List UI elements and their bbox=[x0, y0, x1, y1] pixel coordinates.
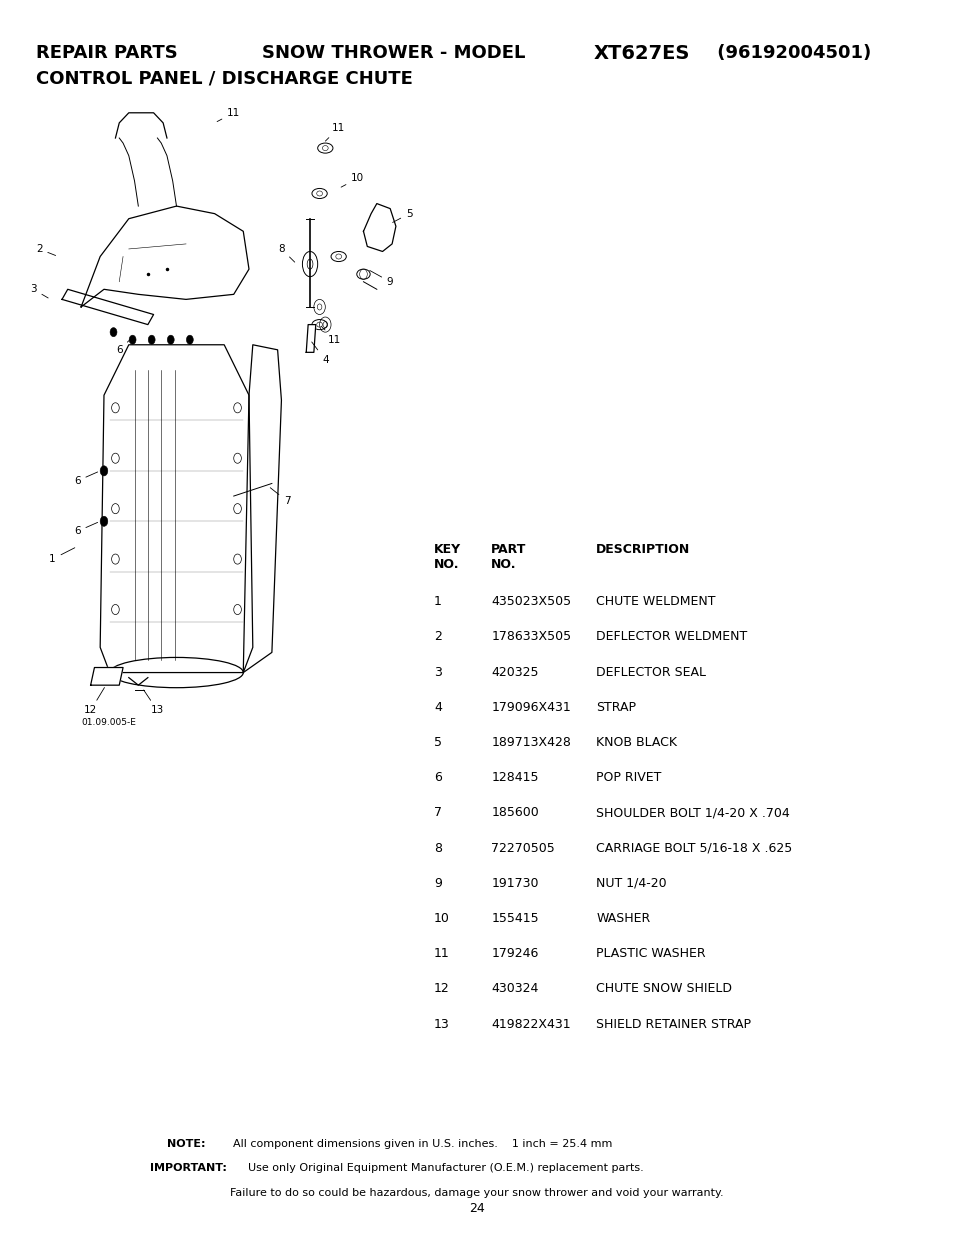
Text: 1: 1 bbox=[50, 548, 74, 564]
Text: 2: 2 bbox=[36, 245, 55, 256]
Text: 6: 6 bbox=[434, 771, 441, 784]
Text: 24: 24 bbox=[469, 1202, 484, 1215]
Text: 191730: 191730 bbox=[491, 877, 538, 890]
Text: XT627ES: XT627ES bbox=[593, 44, 689, 63]
Circle shape bbox=[186, 335, 193, 345]
Text: 11: 11 bbox=[217, 107, 240, 121]
Circle shape bbox=[100, 516, 108, 526]
Text: 11: 11 bbox=[321, 326, 341, 345]
Text: IMPORTANT:: IMPORTANT: bbox=[150, 1163, 227, 1173]
Text: 155415: 155415 bbox=[491, 911, 538, 925]
Text: DEFLECTOR SEAL: DEFLECTOR SEAL bbox=[596, 666, 705, 679]
Text: SNOW THROWER - MODEL: SNOW THROWER - MODEL bbox=[262, 44, 532, 63]
Text: 7: 7 bbox=[434, 806, 441, 820]
Text: Use only Original Equipment Manufacturer (O.E.M.) replacement parts.: Use only Original Equipment Manufacturer… bbox=[241, 1163, 643, 1173]
Polygon shape bbox=[306, 325, 315, 352]
Text: 4: 4 bbox=[434, 701, 441, 714]
Text: NOTE:: NOTE: bbox=[167, 1139, 205, 1149]
Text: CHUTE SNOW SHIELD: CHUTE SNOW SHIELD bbox=[596, 983, 732, 995]
Circle shape bbox=[110, 327, 117, 337]
Text: 6: 6 bbox=[74, 522, 97, 536]
Text: 128415: 128415 bbox=[491, 771, 538, 784]
Polygon shape bbox=[62, 289, 153, 325]
Text: (96192004501): (96192004501) bbox=[710, 44, 870, 63]
Polygon shape bbox=[91, 667, 123, 685]
Text: 9: 9 bbox=[370, 270, 393, 287]
Text: 12: 12 bbox=[84, 688, 104, 715]
Text: 01.09.005-E: 01.09.005-E bbox=[81, 718, 136, 727]
Text: CONTROL PANEL / DISCHARGE CHUTE: CONTROL PANEL / DISCHARGE CHUTE bbox=[36, 69, 413, 88]
Text: 5: 5 bbox=[393, 209, 412, 222]
Text: 5: 5 bbox=[434, 736, 441, 750]
Text: 72270505: 72270505 bbox=[491, 842, 555, 855]
Polygon shape bbox=[81, 206, 249, 308]
Text: 13: 13 bbox=[144, 690, 164, 715]
Text: 10: 10 bbox=[341, 173, 364, 188]
Circle shape bbox=[129, 335, 136, 345]
Text: KNOB BLACK: KNOB BLACK bbox=[596, 736, 677, 750]
Text: 178633X505: 178633X505 bbox=[491, 630, 571, 643]
Text: 179096X431: 179096X431 bbox=[491, 701, 571, 714]
Text: DEFLECTOR WELDMENT: DEFLECTOR WELDMENT bbox=[596, 630, 747, 643]
Text: 8: 8 bbox=[434, 842, 441, 855]
Text: 3: 3 bbox=[30, 284, 48, 298]
Circle shape bbox=[167, 335, 174, 345]
Text: 4: 4 bbox=[312, 342, 328, 364]
Text: 1: 1 bbox=[434, 595, 441, 609]
Text: 185600: 185600 bbox=[491, 806, 538, 820]
Circle shape bbox=[100, 466, 108, 475]
Text: 13: 13 bbox=[434, 1018, 450, 1031]
Text: 6: 6 bbox=[74, 472, 97, 485]
Text: STRAP: STRAP bbox=[596, 701, 636, 714]
Text: 6: 6 bbox=[116, 340, 131, 354]
Text: All component dimensions given in U.S. inches.    1 inch = 25.4 mm: All component dimensions given in U.S. i… bbox=[226, 1139, 612, 1149]
Text: 2: 2 bbox=[434, 630, 441, 643]
Text: KEY
NO.: KEY NO. bbox=[434, 543, 460, 572]
Text: 7: 7 bbox=[270, 488, 290, 506]
Text: 8: 8 bbox=[278, 245, 294, 262]
Text: PLASTIC WASHER: PLASTIC WASHER bbox=[596, 947, 705, 961]
Text: Failure to do so could be hazardous, damage your snow thrower and void your warr: Failure to do so could be hazardous, dam… bbox=[230, 1188, 723, 1198]
Text: 11: 11 bbox=[434, 947, 450, 961]
Text: SHIELD RETAINER STRAP: SHIELD RETAINER STRAP bbox=[596, 1018, 750, 1031]
Text: 430324: 430324 bbox=[491, 983, 538, 995]
Text: CARRIAGE BOLT 5/16-18 X .625: CARRIAGE BOLT 5/16-18 X .625 bbox=[596, 842, 792, 855]
Text: POP RIVET: POP RIVET bbox=[596, 771, 661, 784]
Circle shape bbox=[148, 335, 155, 345]
Text: NUT 1/4-20: NUT 1/4-20 bbox=[596, 877, 666, 890]
Text: REPAIR PARTS: REPAIR PARTS bbox=[36, 44, 178, 63]
Text: WASHER: WASHER bbox=[596, 911, 650, 925]
Text: 12: 12 bbox=[434, 983, 450, 995]
Text: SHOULDER BOLT 1/4-20 X .704: SHOULDER BOLT 1/4-20 X .704 bbox=[596, 806, 789, 820]
Text: 435023X505: 435023X505 bbox=[491, 595, 571, 609]
Text: 420325: 420325 bbox=[491, 666, 538, 679]
Text: 419822X431: 419822X431 bbox=[491, 1018, 570, 1031]
Text: CHUTE WELDMENT: CHUTE WELDMENT bbox=[596, 595, 715, 609]
Text: 179246: 179246 bbox=[491, 947, 538, 961]
Polygon shape bbox=[363, 204, 395, 252]
Text: DESCRIPTION: DESCRIPTION bbox=[596, 543, 690, 557]
Text: PART
NO.: PART NO. bbox=[491, 543, 526, 572]
Text: 9: 9 bbox=[434, 877, 441, 890]
Text: 11: 11 bbox=[325, 124, 345, 141]
Text: 189713X428: 189713X428 bbox=[491, 736, 571, 750]
Text: 3: 3 bbox=[434, 666, 441, 679]
Text: 10: 10 bbox=[434, 911, 450, 925]
